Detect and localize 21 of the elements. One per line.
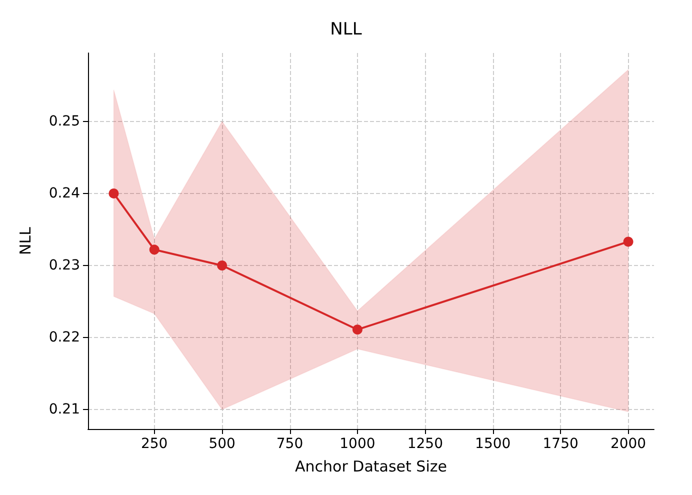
x-axis-title: Anchor Dataset Size xyxy=(295,458,447,476)
x-tick-label: 1250 xyxy=(407,436,443,452)
y-tick-label: 0.23 xyxy=(48,257,80,274)
y-tick-label: 0.25 xyxy=(48,113,80,130)
x-tick-label: 250 xyxy=(140,436,168,452)
point xyxy=(217,260,228,270)
chart-title: NLL xyxy=(330,20,362,40)
x-tick-label: 1500 xyxy=(475,436,511,452)
point xyxy=(149,244,160,255)
x-tick-label: 2000 xyxy=(610,436,646,452)
y-tick-label: 0.21 xyxy=(48,402,80,418)
x-tick-label: 750 xyxy=(276,436,304,452)
y-axis-title: NLL xyxy=(16,226,34,255)
point xyxy=(108,188,119,198)
x-tick-label: 1000 xyxy=(340,436,376,452)
point xyxy=(623,236,634,247)
y-tick-label: 0.22 xyxy=(48,330,80,346)
x-tick-label: 500 xyxy=(208,436,236,452)
x-tick-label: 1750 xyxy=(542,436,578,452)
point xyxy=(352,324,362,335)
y-tick-label: 0.24 xyxy=(48,185,80,202)
